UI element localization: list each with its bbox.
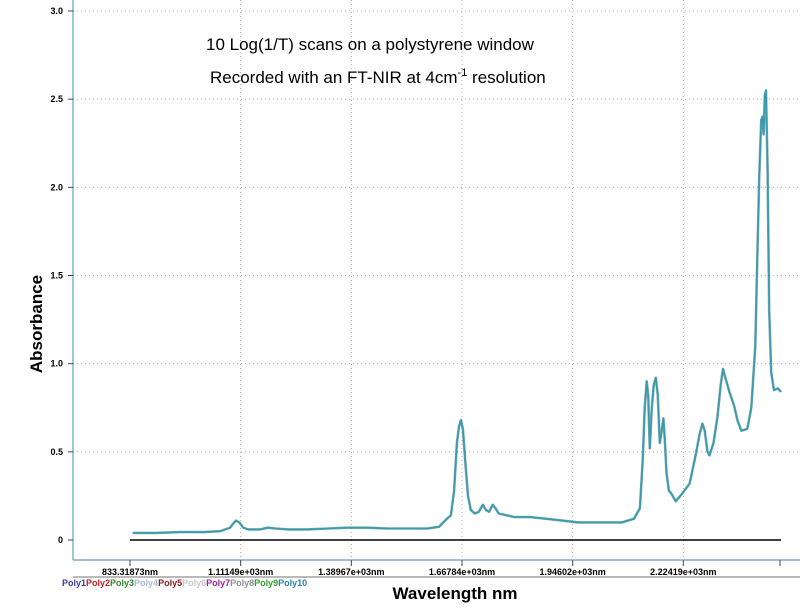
y-tick-label: 2.0 bbox=[50, 182, 63, 192]
legend-item-poly9: Poly9 bbox=[254, 578, 278, 588]
annotation-line-2: Recorded with an FT-NIR at 4cm-1 resolut… bbox=[210, 67, 546, 87]
y-axis-title: Absorbance bbox=[27, 275, 46, 373]
annotation-line-2-text: Recorded with an FT-NIR at 4cm bbox=[210, 68, 458, 87]
legend: Poly1Poly2Poly3Poly4Poly5Poly6Poly7Poly8… bbox=[62, 578, 307, 588]
legend-item-poly6: Poly6 bbox=[182, 578, 206, 588]
y-tick-label: 3.0 bbox=[50, 6, 63, 16]
y-tick-label: 2.5 bbox=[50, 94, 63, 104]
legend-item-poly8: Poly8 bbox=[230, 578, 254, 588]
y-tick-label: 1.5 bbox=[50, 271, 63, 281]
series-group bbox=[132, 89, 783, 535]
y-ticks: 0 0.5 1.0 1.5 2.0 2.5 3.0 bbox=[50, 6, 73, 545]
x-tick-label: 1.38967e+03nm bbox=[318, 567, 384, 577]
annotation-line-2-sup: -1 bbox=[458, 67, 468, 79]
legend-item-poly7: Poly7 bbox=[206, 578, 230, 588]
x-tick-label: 2.22419e+03nm bbox=[650, 567, 716, 577]
legend-item-poly1: Poly1 bbox=[62, 578, 86, 588]
legend-item-poly3: Poly3 bbox=[110, 578, 134, 588]
annotation-line-1: 10 Log(1/T) scans on a polystyrene windo… bbox=[206, 35, 535, 54]
y-tick-label: 0.5 bbox=[50, 447, 63, 457]
x-tick-label: 1.11149e+03nm bbox=[208, 567, 273, 577]
legend-item-poly2: Poly2 bbox=[86, 578, 110, 588]
y-tick-label: 1.0 bbox=[50, 359, 63, 369]
series-line bbox=[132, 89, 782, 534]
x-axis-title: Wavelength nm bbox=[393, 584, 518, 603]
x-tick-label: 833.31873nm bbox=[102, 567, 158, 577]
legend-item-poly10: Poly10 bbox=[278, 578, 307, 588]
legend-item-poly4: Poly4 bbox=[134, 578, 158, 588]
grid bbox=[73, 0, 800, 560]
x-ticks: 833.31873nm 1.11149e+03nm 1.38967e+03nm 1.6… bbox=[102, 560, 781, 577]
legend-item-poly5: Poly5 bbox=[158, 578, 182, 588]
annotation-line-2-after: resolution bbox=[467, 68, 545, 87]
x-tick-label: 1.94602e+03nm bbox=[540, 567, 606, 577]
y-tick-label: 0 bbox=[58, 535, 63, 545]
x-tick-label: 1.66784e+03nm bbox=[429, 567, 495, 577]
